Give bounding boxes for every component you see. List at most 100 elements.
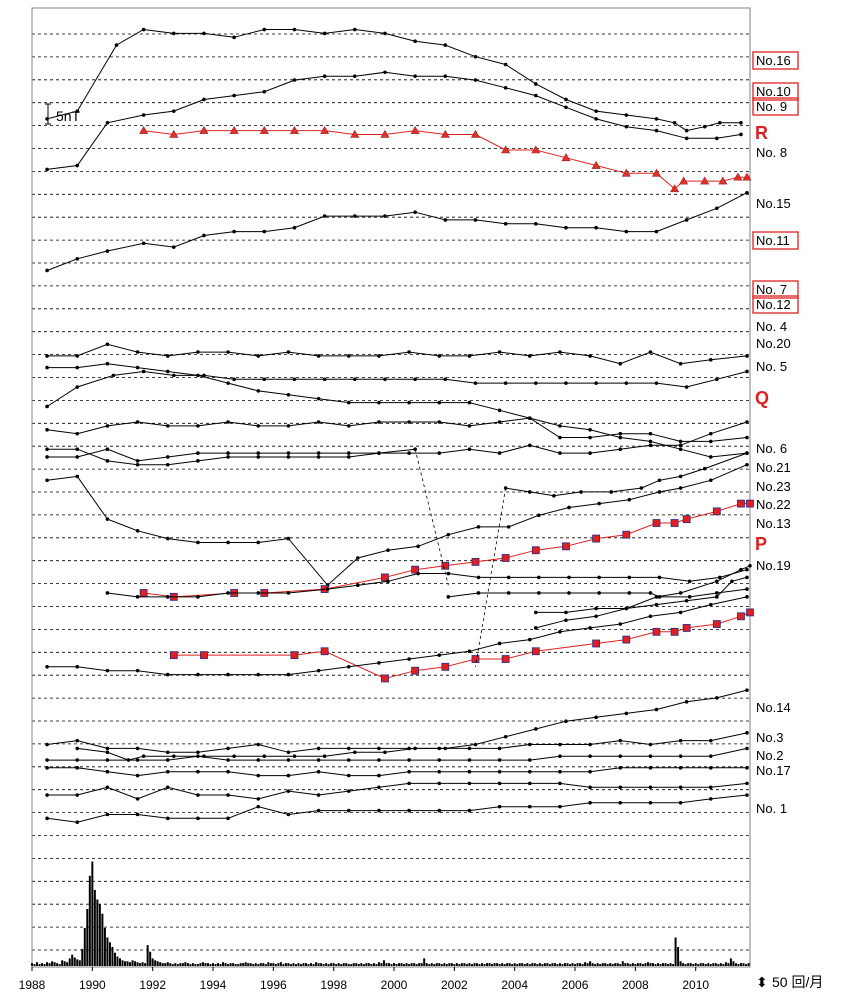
series-point [708, 455, 713, 459]
series-point [226, 540, 230, 545]
series-point [497, 758, 502, 762]
series-point [745, 575, 749, 580]
series-point [639, 486, 644, 490]
scale-bar-label: 5nT [56, 108, 81, 124]
series-point [171, 754, 176, 758]
x-tick-label: 2004 [501, 978, 528, 992]
series-point [196, 459, 200, 463]
series-point [196, 769, 200, 774]
series-point [45, 404, 49, 409]
series-point [105, 424, 110, 428]
series-point [534, 82, 538, 86]
series-point [443, 218, 448, 222]
series-point [678, 443, 683, 448]
series-point [534, 727, 538, 731]
series-point [286, 393, 291, 397]
series-point [748, 563, 752, 568]
series-point [286, 451, 291, 455]
series-point [165, 785, 170, 790]
series-point [651, 168, 661, 177]
series-point [105, 668, 110, 673]
series-point [105, 812, 110, 817]
series-point [407, 769, 411, 774]
series-point [256, 354, 261, 358]
series-point [165, 354, 170, 358]
series-point [45, 665, 49, 669]
series-point [678, 447, 683, 452]
series-point [609, 490, 614, 494]
series-point [256, 797, 261, 801]
series-point [352, 27, 357, 32]
series-point [45, 365, 49, 370]
series-point [745, 793, 749, 797]
series-point [440, 129, 450, 138]
series-point [730, 579, 734, 584]
series-point [648, 742, 653, 747]
series-point [558, 435, 562, 440]
series-point [648, 785, 653, 790]
series-point [413, 39, 417, 43]
series-point [383, 214, 387, 218]
series-line [77, 689, 748, 761]
series-label: No.12 [756, 297, 791, 312]
series-point [407, 350, 411, 354]
series-line [143, 503, 750, 598]
series-point [684, 699, 689, 704]
histogram-scale-label: 50 回/月 [772, 974, 823, 990]
series-point [708, 431, 713, 436]
series-label: No.20 [756, 336, 791, 351]
series-point [467, 400, 472, 405]
series-point [75, 793, 80, 797]
series-point [527, 781, 532, 786]
series-point [75, 474, 80, 479]
series-point [437, 746, 442, 751]
series-point [226, 381, 230, 385]
series-point [624, 711, 629, 716]
series-point [386, 579, 390, 584]
series-point [745, 731, 749, 735]
series-point [292, 377, 297, 382]
series-point [407, 781, 411, 786]
series-point [196, 816, 200, 821]
series-point [437, 420, 442, 424]
series-point [708, 785, 713, 790]
series-point [45, 268, 49, 273]
series-point [467, 649, 472, 654]
histogram-scale-icon: ⬍ [756, 974, 768, 990]
series-point [139, 125, 149, 134]
series-point [45, 427, 49, 432]
series-line [47, 596, 748, 676]
histogram [31, 861, 750, 966]
series-point [654, 381, 659, 385]
series-label: No.13 [756, 516, 791, 531]
series-point [437, 769, 442, 774]
series-point [467, 769, 472, 774]
series-point [654, 707, 659, 712]
series-label: No.23 [756, 479, 791, 494]
series-point [618, 766, 623, 770]
series-point [377, 758, 381, 762]
series-point [256, 451, 261, 455]
series-point [497, 781, 502, 786]
series-point [687, 579, 692, 584]
series-point [473, 54, 478, 59]
x-tick-label: 2002 [441, 978, 468, 992]
series-point [289, 125, 299, 134]
series-point [591, 160, 601, 169]
series-point [588, 427, 592, 432]
series-point [135, 365, 140, 370]
series-point [135, 595, 140, 599]
series-point [497, 746, 502, 751]
series-point [700, 176, 710, 185]
series-point [618, 361, 623, 366]
series-point [196, 595, 200, 599]
series-point [618, 431, 623, 436]
series-point [443, 377, 448, 382]
series-point [467, 808, 472, 813]
series-point [320, 647, 329, 656]
series-point [527, 490, 532, 494]
series-point [564, 225, 568, 230]
series-point [715, 579, 719, 584]
series-point [715, 696, 719, 700]
series-point [256, 804, 261, 809]
